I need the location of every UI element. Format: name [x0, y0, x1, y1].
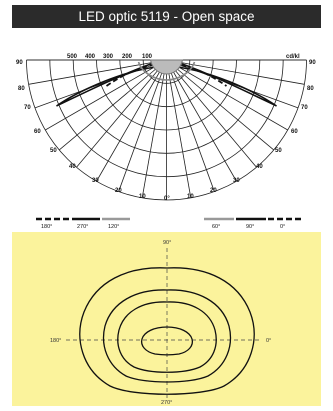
right-angle-30: 30 — [233, 178, 240, 184]
legend-label-0: 0° — [280, 224, 285, 230]
isolux-contour-second — [102, 289, 232, 383]
polar-curve-grey — [137, 61, 196, 81]
unit-label: cd/kl — [286, 54, 300, 60]
left-angle-80: 80 — [18, 86, 25, 92]
polar-radial-line — [166, 59, 215, 192]
bottom-angle: 0° — [164, 196, 170, 202]
left-angle-90: 90 — [16, 60, 23, 66]
right-angle-60: 60 — [291, 129, 298, 135]
polar-radial-line — [166, 59, 299, 109]
right-angle-90: 90 — [309, 60, 316, 66]
left-angle-20: 20 — [115, 188, 122, 194]
polar-radial-line — [166, 59, 192, 198]
isolux-diagram: 90° 180° 0° 270° — [12, 232, 321, 406]
left-angle-40: 40 — [69, 164, 76, 170]
legend-label-180: 180° — [41, 224, 52, 230]
polar-radial-line — [76, 59, 167, 168]
isolux-contour-outer — [79, 267, 255, 395]
right-angle-70: 70 — [301, 105, 308, 111]
intensity-labels: 500 400 300 200 100 cd/kl — [67, 54, 300, 60]
polar-radial-line — [166, 59, 305, 85]
isolux-svg: 90° 180° 0° 270° — [50, 240, 271, 406]
intensity-label-100: 100 — [142, 54, 153, 60]
isolux-label-bottom: 270° — [161, 400, 172, 406]
left-angle-70: 70 — [24, 105, 31, 111]
isolux-contour-inner — [140, 326, 194, 356]
left-angle-labels: 90 80 70 60 50 40 30 20 10 0° — [16, 60, 170, 202]
intensity-label-300: 300 — [103, 54, 114, 60]
right-angle-10: 10 — [187, 194, 194, 200]
polar-radial-line — [45, 59, 167, 131]
isolux-label-top: 90° — [163, 240, 171, 246]
polar-lobe — [149, 59, 184, 75]
intensity-label-500: 500 — [67, 54, 78, 60]
polar-radial-line — [166, 59, 257, 168]
isolux-contour-third — [117, 301, 217, 373]
left-angle-60: 60 — [34, 129, 41, 135]
intensity-label-400: 400 — [85, 54, 96, 60]
right-angle-labels: 90 80 70 60 50 40 30 20 10 — [187, 60, 316, 200]
left-angle-50: 50 — [50, 148, 57, 154]
polar-diagram-svg: 500 400 300 200 100 cd/kl 90 80 70 60 50… — [16, 54, 316, 230]
left-angle-10: 10 — [139, 194, 146, 200]
legend-label-60: 60° — [212, 224, 220, 230]
polar-radial-line — [96, 59, 167, 182]
polar-radial-line — [118, 59, 167, 192]
polar-legend: 180° 270° 120° 60° 90° 0° — [36, 217, 302, 230]
diagram-title: LED optic 5119 - Open space — [12, 5, 321, 28]
polar-diagram: 500 400 300 200 100 cd/kl 90 80 70 60 50… — [12, 30, 321, 232]
legend-label-270: 270° — [77, 224, 88, 230]
right-angle-50: 50 — [275, 148, 282, 154]
polar-grid — [26, 59, 307, 201]
polar-radial-line — [166, 59, 237, 182]
left-angle-30: 30 — [92, 178, 99, 184]
right-angle-40: 40 — [256, 164, 263, 170]
isolux-label-left: 180° — [50, 338, 61, 344]
right-angle-80: 80 — [307, 86, 314, 92]
polar-radial-line — [166, 59, 288, 131]
legend-label-90: 90° — [246, 224, 254, 230]
legend-label-120: 120° — [108, 224, 119, 230]
polar-curves — [56, 59, 277, 107]
polar-radial-line — [28, 59, 167, 85]
isolux-label-right: 0° — [266, 338, 271, 344]
polar-radial-line — [141, 59, 167, 198]
right-angle-20: 20 — [210, 188, 217, 194]
intensity-label-200: 200 — [122, 54, 133, 60]
